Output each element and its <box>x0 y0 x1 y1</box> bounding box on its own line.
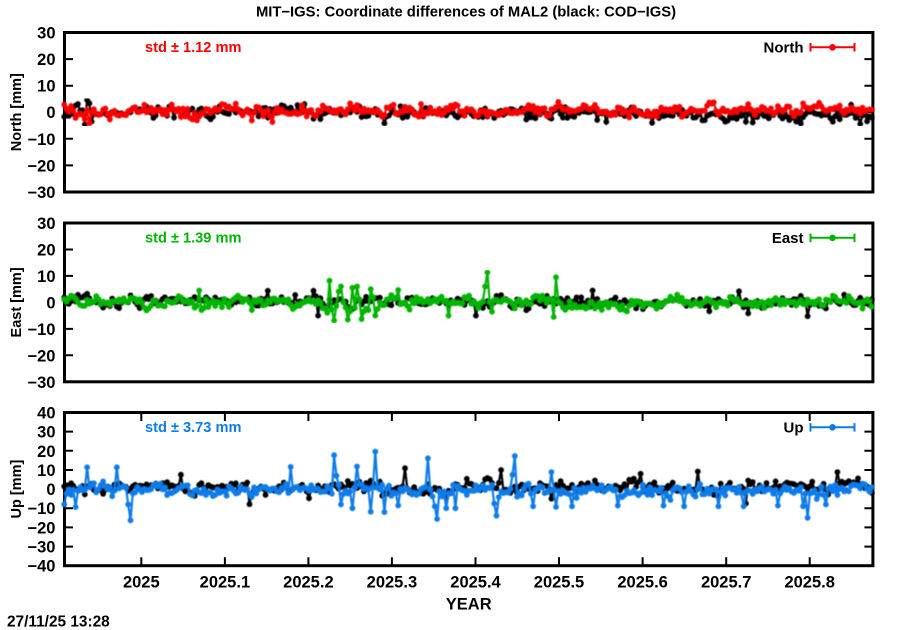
svg-text:−10: −10 <box>28 131 56 149</box>
svg-text:YEAR: YEAR <box>446 596 492 614</box>
svg-text:−10: −10 <box>28 321 56 339</box>
svg-text:std ± 1.12 mm: std ± 1.12 mm <box>145 40 241 56</box>
svg-text:2025.1: 2025.1 <box>200 574 250 592</box>
svg-text:North: North <box>764 40 804 57</box>
svg-text:2025.4: 2025.4 <box>450 574 501 592</box>
svg-text:2025: 2025 <box>123 574 160 592</box>
svg-text:2025.3: 2025.3 <box>367 574 417 592</box>
svg-text:2025.2: 2025.2 <box>283 574 333 592</box>
svg-text:East [mm]: East [mm] <box>9 267 25 337</box>
svg-text:North [mm]: North [mm] <box>9 73 25 151</box>
svg-text:10: 10 <box>37 78 55 96</box>
svg-text:0: 0 <box>46 481 55 499</box>
svg-text:20: 20 <box>37 443 55 461</box>
svg-text:std ± 3.73 mm: std ± 3.73 mm <box>145 420 241 436</box>
svg-text:30: 30 <box>37 215 55 233</box>
svg-text:0: 0 <box>46 294 55 312</box>
svg-text:−30: −30 <box>28 184 56 202</box>
svg-text:−30: −30 <box>28 374 56 392</box>
svg-text:10: 10 <box>37 268 55 286</box>
svg-text:20: 20 <box>37 51 55 69</box>
svg-text:−40: −40 <box>28 558 56 576</box>
svg-text:−20: −20 <box>28 519 56 537</box>
svg-text:East: East <box>772 230 804 247</box>
svg-text:−20: −20 <box>28 347 56 365</box>
svg-text:MIT−IGS: Coordinate difference: MIT−IGS: Coordinate differences of MAL2 … <box>256 4 676 20</box>
svg-text:2025.8: 2025.8 <box>784 574 834 592</box>
svg-text:30: 30 <box>37 25 55 43</box>
svg-text:27/11/25 13:28: 27/11/25 13:28 <box>7 613 110 630</box>
svg-text:Up [mm]: Up [mm] <box>9 460 25 519</box>
svg-text:std ± 1.39 mm: std ± 1.39 mm <box>145 230 241 246</box>
svg-text:2025.7: 2025.7 <box>701 574 751 592</box>
svg-text:10: 10 <box>37 462 55 480</box>
svg-text:2025.6: 2025.6 <box>617 574 667 592</box>
svg-text:40: 40 <box>37 405 55 423</box>
svg-text:30: 30 <box>37 424 55 442</box>
svg-text:2025.5: 2025.5 <box>534 574 584 592</box>
svg-text:Up: Up <box>784 420 804 437</box>
svg-text:−30: −30 <box>28 539 56 557</box>
svg-text:0: 0 <box>46 104 55 122</box>
svg-text:20: 20 <box>37 242 55 260</box>
svg-text:−10: −10 <box>28 500 56 518</box>
svg-text:−20: −20 <box>28 157 56 175</box>
